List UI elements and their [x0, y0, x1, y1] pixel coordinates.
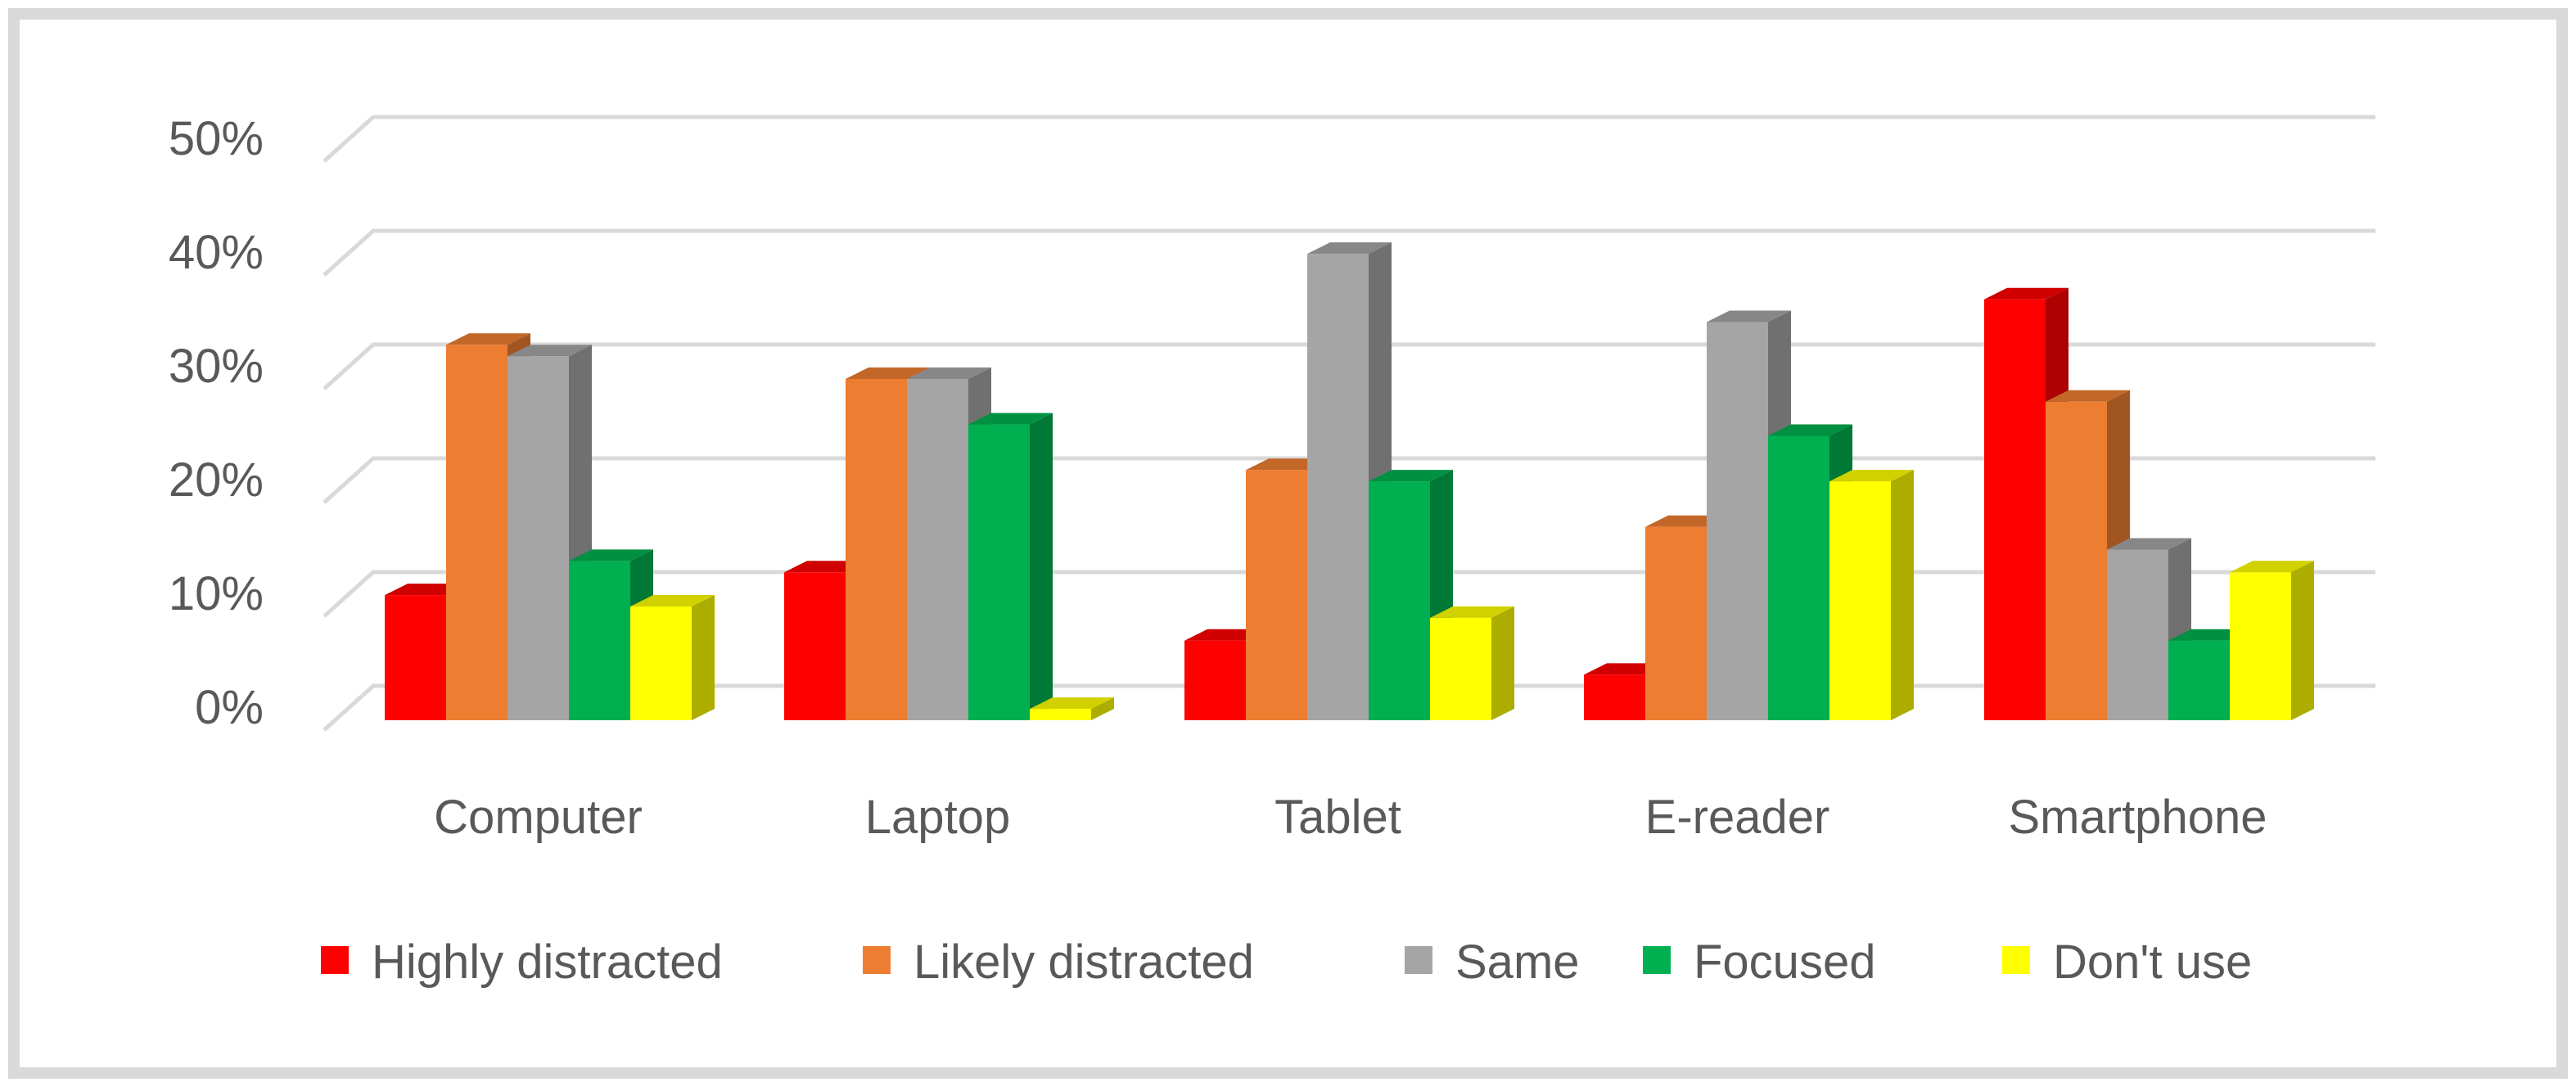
bar-top — [2230, 561, 2314, 573]
y-tick-label: 40% — [169, 226, 264, 279]
y-tick-label: 30% — [169, 340, 264, 393]
bar-top — [569, 549, 653, 561]
bar-side — [1891, 470, 1914, 720]
x-tick-label: Tablet — [1274, 791, 1401, 844]
legend-item: Highly distracted — [321, 935, 723, 989]
bars — [385, 242, 2314, 721]
bar-front — [1768, 435, 1829, 720]
bar-front — [1584, 674, 1645, 720]
bar-top — [1307, 242, 1392, 255]
legend-swatch — [2002, 946, 2030, 974]
bar-front — [1984, 299, 2046, 720]
bar-front — [508, 356, 569, 720]
bar-top — [508, 345, 592, 357]
bar-top — [1768, 424, 1852, 436]
bar — [630, 595, 715, 720]
bar-top — [1984, 287, 2068, 300]
bar-front — [569, 561, 630, 720]
bar-front — [907, 379, 968, 720]
bar — [1430, 606, 1514, 720]
bar-side — [692, 595, 715, 720]
bar-front — [2168, 640, 2230, 720]
bar-front — [630, 606, 692, 720]
bar-front — [2230, 572, 2291, 720]
x-tick-label: E-reader — [1645, 791, 1830, 844]
bar-top — [1030, 697, 1114, 710]
bar — [1030, 697, 1114, 720]
bar-side — [1491, 606, 1514, 720]
bar-top — [1829, 470, 1914, 482]
bar-top — [630, 595, 715, 606]
legend-label: Don't use — [2053, 935, 2252, 989]
bar-top — [1707, 310, 1791, 322]
bar — [1707, 310, 1791, 720]
x-axis-category-labels: Computer Laptop Tablet E-reader Smartphone — [434, 791, 2267, 844]
bar-front — [1645, 526, 1707, 720]
bar-top — [446, 333, 530, 345]
bar-side — [2291, 561, 2314, 720]
legend-swatch — [321, 946, 349, 974]
x-tick-label: Smartphone — [2009, 791, 2267, 844]
bar-side — [1091, 697, 1114, 720]
legend-item: Focused — [1643, 935, 1875, 989]
bar-side — [1030, 413, 1053, 720]
bar-top — [968, 413, 1053, 425]
bar-front — [1030, 709, 1091, 720]
bar-top — [846, 367, 930, 379]
x-tick-label: Computer — [434, 791, 643, 844]
y-tick-label: 50% — [169, 112, 264, 165]
bar-top — [2046, 390, 2130, 402]
bar-front — [2107, 549, 2168, 720]
legend-swatch — [863, 946, 891, 974]
legend-swatch — [1643, 946, 1671, 974]
bar — [1829, 470, 1914, 720]
legend-label: Focused — [1694, 935, 1875, 989]
legend-item: Don't use — [2002, 935, 2252, 989]
bar-top — [907, 367, 991, 379]
bar-front — [385, 595, 446, 720]
legend-label: Same — [1455, 935, 1580, 989]
bar-front — [1246, 470, 1307, 720]
legend-label: Highly distracted — [372, 935, 723, 989]
bar-front — [1369, 481, 1430, 720]
bar-front — [1430, 617, 1491, 720]
bar-front — [784, 572, 846, 720]
bar-front — [1184, 640, 1246, 720]
legend-label: Likely distracted — [914, 935, 1254, 989]
legend: Highly distracted Likely distracted Same Fo… — [321, 935, 2252, 989]
y-tick-label: 20% — [169, 453, 264, 507]
bar-front — [1307, 254, 1369, 721]
legend-item: Same — [1405, 935, 1580, 989]
bar-top — [1430, 606, 1514, 618]
bar-front — [968, 424, 1030, 720]
y-tick-label: 10% — [169, 567, 264, 620]
bar-front — [1707, 322, 1768, 720]
bar-top — [1369, 470, 1453, 482]
y-axis-tick-labels: 0% 10% 20% 30% 40% 50% — [169, 112, 264, 734]
bar-front — [2046, 401, 2107, 720]
bar-front — [846, 379, 907, 720]
gridline — [323, 115, 2375, 163]
bar-front — [446, 345, 508, 720]
bar — [1369, 470, 1453, 720]
x-tick-label: Laptop — [865, 791, 1010, 844]
y-tick-label: 0% — [195, 681, 264, 734]
legend-swatch — [1405, 946, 1432, 974]
gridline — [323, 228, 2375, 277]
legend-item: Likely distracted — [863, 935, 1254, 989]
bar-front — [1829, 481, 1891, 720]
bar — [968, 413, 1053, 720]
bar-top — [2107, 538, 2191, 550]
bar — [2230, 561, 2314, 720]
